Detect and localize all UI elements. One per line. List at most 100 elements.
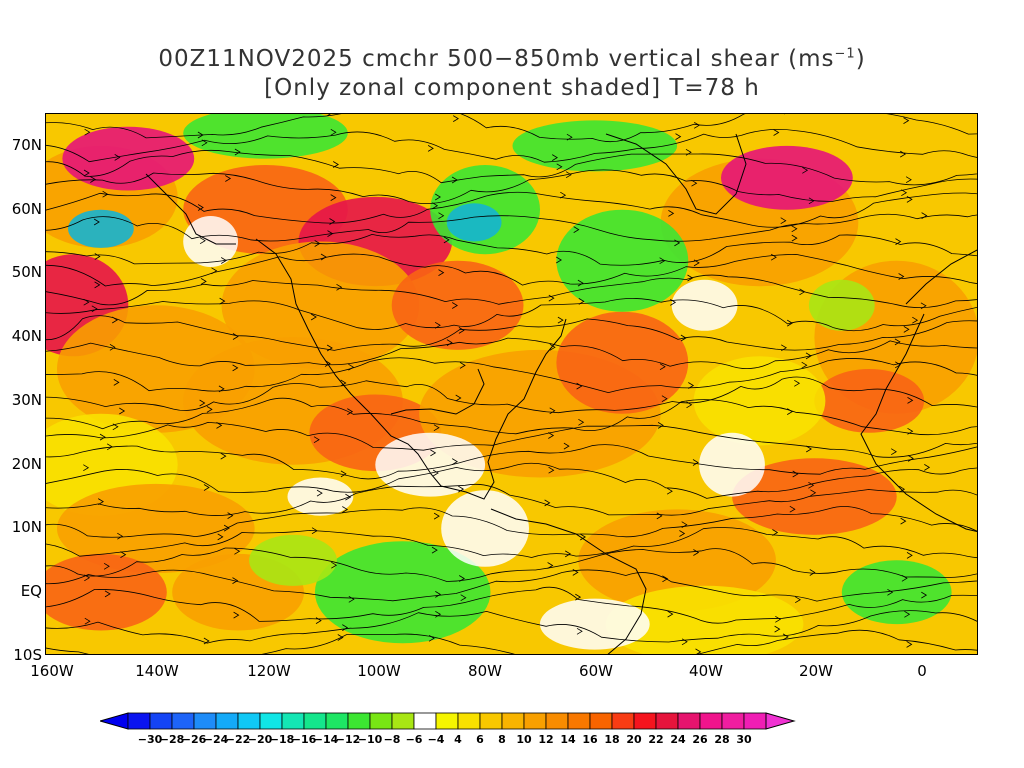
streamline-arrow (446, 339, 453, 346)
streamline-arrow (432, 469, 439, 477)
streamline-arrow (117, 532, 124, 540)
streamline-arrow (789, 505, 796, 513)
x-tick-80w: 80W (468, 662, 502, 680)
streamline-arrow (342, 506, 349, 513)
streamline-arrow (907, 397, 914, 404)
shading-blob-weak_neg (808, 279, 875, 331)
streamline-arrow (668, 210, 675, 217)
streamline-arrow (120, 551, 127, 558)
streamline-arrow (197, 131, 204, 139)
streamline-arrow (921, 591, 928, 599)
streamline-arrow (111, 316, 118, 324)
shading-blob-neg (314, 541, 491, 644)
coastline-alaska (145, 173, 236, 245)
map-title-line1: 00Z11NOV2025 cmchr 500−850mb vertical sh… (0, 46, 1024, 72)
shading-blob-strong_pos (814, 369, 925, 433)
colorbar-cell (501, 712, 525, 730)
colorbar-label: −12 (335, 733, 361, 746)
streamline-arrow (780, 217, 787, 225)
colorbar-label: 24 (670, 733, 686, 746)
streamline-arrow (227, 512, 234, 519)
coastlines (145, 133, 977, 654)
streamline-arrow (434, 321, 441, 329)
shading-blob-neg (512, 120, 678, 172)
streamline (46, 506, 977, 538)
colorbar-label: −20 (247, 733, 273, 746)
streamline-arrow (340, 470, 347, 478)
x-tick-140w: 140W (135, 662, 179, 680)
streamline-arrow (695, 648, 702, 654)
streamline-arrow (452, 115, 459, 122)
streamline-arrow (679, 530, 686, 537)
streamline-arrow (544, 499, 551, 507)
streamline-arrow (430, 449, 437, 457)
streamline-arrow (791, 234, 798, 242)
streamline (46, 397, 977, 436)
colorbar-label: −16 (291, 733, 317, 746)
streamline-arrow (786, 319, 793, 327)
colorbar-cell (347, 712, 371, 730)
x-tick-0: 0 (917, 662, 927, 680)
streamline-arrow (551, 154, 558, 161)
streamline-arrow (216, 422, 223, 429)
streamline-arrow (681, 638, 688, 646)
colorbar-cell (259, 712, 283, 730)
colorbar-cell (589, 712, 613, 730)
streamline (46, 274, 977, 309)
streamline-arrow (667, 610, 674, 618)
streamline-arrow (566, 133, 573, 141)
streamline-arrow (548, 294, 555, 302)
streamline-arrow (774, 625, 781, 633)
shading-blob-strong_pos (556, 311, 689, 414)
streamline-arrow (903, 326, 910, 333)
colorbar-label: −26 (181, 733, 207, 746)
streamline (46, 298, 977, 332)
streamline-arrow (563, 442, 570, 450)
streamline-arrow (560, 191, 567, 199)
shading-blob-strong_neg (68, 209, 134, 248)
streamline-arrow (310, 313, 317, 321)
colorbar-label: −14 (313, 733, 339, 746)
streamline-arrow (921, 212, 928, 219)
streamline-arrow (232, 364, 239, 372)
streamline-arrow (808, 197, 815, 205)
streamline-arrow (83, 298, 90, 306)
streamline-arrow (119, 407, 126, 415)
colorbar-cell (435, 712, 459, 730)
streamline-arrow (656, 512, 663, 520)
streamline-arrow (200, 278, 207, 285)
colorbar-label: −4 (427, 733, 445, 746)
streamline-arrow (112, 423, 119, 431)
streamline-arrow (197, 204, 204, 211)
shading-blob-neutral (539, 598, 650, 650)
streamline-arrow (556, 163, 563, 171)
colorbar-cell (391, 712, 415, 730)
streamline-arrow (692, 459, 699, 466)
streamline-arrow (693, 549, 700, 556)
colorbar-cell (479, 712, 503, 730)
streamline-arrow (438, 269, 445, 276)
colorbar-cell (567, 712, 591, 730)
streamline-arrow (340, 379, 347, 387)
streamline-arrow (458, 485, 465, 493)
shading-blob-neutral (287, 477, 354, 516)
streamline-arrow (97, 498, 104, 505)
streamline-arrow (337, 634, 344, 641)
streamline-arrow (326, 344, 333, 352)
streamline-arrow (203, 484, 210, 491)
colorbar-label: 20 (626, 733, 642, 746)
streamline-arrow (924, 464, 931, 471)
shading-blob-neutral (671, 279, 738, 331)
y-tick-20n: 20N (11, 455, 42, 473)
streamline-arrow (104, 590, 111, 598)
streamline-arrow (920, 302, 927, 310)
streamline-arrow (548, 432, 555, 439)
y-tick-eq: EQ (20, 582, 42, 600)
shading-blob-strong_pos (732, 458, 897, 535)
coastline-europe (905, 249, 977, 305)
shading-blob-weak_pos (693, 356, 826, 446)
x-tick-60w: 60W (579, 662, 613, 680)
streamline-arrow (666, 487, 673, 495)
colorbar-label: −10 (357, 733, 383, 746)
streamline-arrow (772, 529, 779, 536)
